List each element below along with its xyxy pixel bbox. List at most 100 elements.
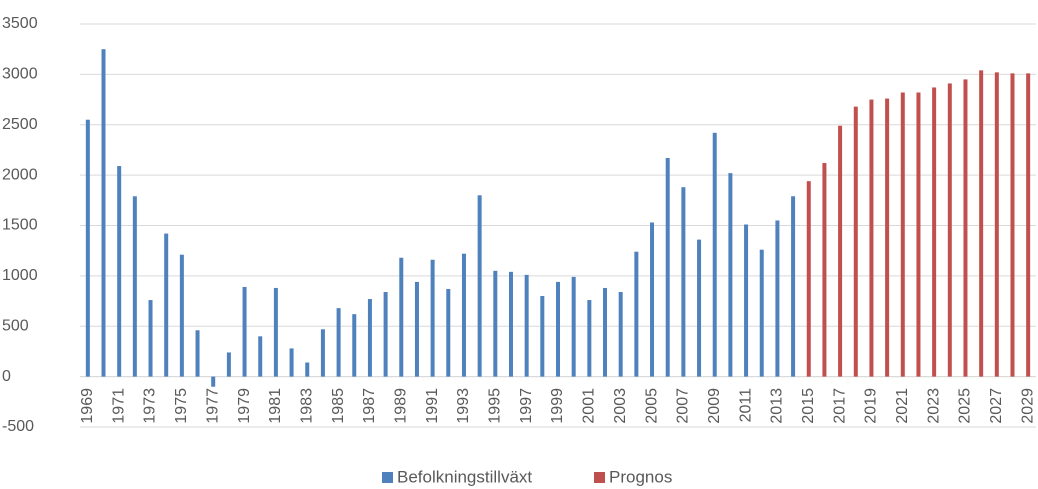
bar bbox=[179, 254, 184, 377]
x-tick-label: 2013 bbox=[769, 388, 786, 424]
x-tick-label: 1989 bbox=[392, 388, 409, 424]
x-tick-label: 1971 bbox=[110, 388, 127, 424]
x-tick-label: 2015 bbox=[800, 388, 817, 424]
bar bbox=[853, 106, 858, 377]
bar bbox=[947, 83, 952, 377]
bar bbox=[320, 329, 325, 377]
bar bbox=[148, 300, 153, 377]
bar bbox=[916, 92, 921, 377]
bar bbox=[195, 330, 200, 377]
bar bbox=[477, 195, 482, 377]
bar bbox=[603, 287, 608, 377]
bar bbox=[446, 288, 451, 377]
x-tick-label: 2027 bbox=[988, 388, 1005, 424]
x-tick-label: 1997 bbox=[518, 388, 535, 424]
bar bbox=[979, 70, 984, 377]
x-tick-label: 1999 bbox=[549, 388, 566, 424]
bar bbox=[571, 276, 576, 377]
legend-swatch bbox=[594, 472, 605, 483]
bar bbox=[634, 251, 639, 377]
x-tick-label: 1977 bbox=[204, 388, 221, 424]
bar bbox=[461, 253, 466, 377]
bar bbox=[885, 98, 890, 377]
y-tick-label: 3500 bbox=[2, 15, 38, 32]
bar bbox=[744, 224, 749, 377]
x-tick-label: 2021 bbox=[894, 388, 911, 424]
x-tick-label: 2029 bbox=[1019, 388, 1036, 424]
bar bbox=[650, 222, 655, 377]
legend-swatch bbox=[382, 472, 393, 483]
x-tick-label: 2009 bbox=[706, 388, 723, 424]
x-tick-label: 2003 bbox=[612, 388, 629, 424]
x-tick-label: 1973 bbox=[142, 388, 159, 424]
bar bbox=[117, 166, 122, 377]
x-tick-label: 2005 bbox=[643, 388, 660, 424]
bar bbox=[900, 92, 905, 377]
bar bbox=[869, 99, 874, 377]
x-tick-label: 1979 bbox=[236, 388, 253, 424]
bar bbox=[1010, 73, 1015, 377]
y-tick-label: 2000 bbox=[2, 166, 38, 183]
bar bbox=[963, 79, 968, 377]
y-tick-label: 500 bbox=[2, 317, 29, 334]
bar bbox=[697, 239, 702, 377]
bar bbox=[85, 119, 90, 377]
bar bbox=[336, 308, 341, 377]
bar bbox=[681, 187, 686, 377]
bar bbox=[211, 376, 216, 387]
bar bbox=[305, 362, 310, 377]
x-tick-label: 2019 bbox=[863, 388, 880, 424]
y-tick-label: -500 bbox=[2, 418, 34, 435]
bar bbox=[258, 336, 263, 377]
bar bbox=[791, 196, 796, 377]
bar bbox=[822, 163, 827, 377]
x-tick-label: 1991 bbox=[424, 388, 441, 424]
bar bbox=[430, 259, 435, 377]
bar bbox=[493, 270, 498, 377]
x-tick-label: 1983 bbox=[298, 388, 315, 424]
bar bbox=[383, 291, 388, 377]
x-tick-label: 1993 bbox=[455, 388, 472, 424]
bar bbox=[806, 181, 811, 377]
bar bbox=[556, 281, 560, 377]
x-tick-label: 1987 bbox=[361, 388, 378, 424]
bar bbox=[101, 49, 106, 377]
x-tick-label: 2011 bbox=[737, 388, 754, 423]
bar bbox=[273, 287, 278, 377]
x-tick-label: 1995 bbox=[487, 388, 504, 424]
bar bbox=[618, 291, 623, 377]
x-tick-label: 1969 bbox=[79, 388, 96, 424]
bar bbox=[775, 220, 780, 377]
bar bbox=[994, 72, 999, 377]
y-tick-label: 1500 bbox=[2, 217, 38, 234]
x-tick-label: 2023 bbox=[925, 388, 942, 424]
bar bbox=[838, 125, 843, 377]
legend-label: Prognos bbox=[609, 467, 672, 486]
x-tick-label: 1975 bbox=[173, 388, 190, 424]
bar bbox=[414, 281, 419, 377]
bar bbox=[242, 286, 247, 377]
x-tick-label: 2025 bbox=[957, 388, 974, 424]
bar bbox=[712, 132, 717, 377]
y-tick-label: 0 bbox=[2, 368, 11, 385]
y-tick-label: 3000 bbox=[2, 66, 38, 83]
bar bbox=[399, 257, 404, 377]
bar bbox=[508, 271, 513, 377]
x-tick-label: 2007 bbox=[675, 388, 692, 424]
bar bbox=[226, 352, 231, 377]
x-tick-label: 2017 bbox=[831, 388, 848, 424]
bar bbox=[665, 157, 670, 377]
bar bbox=[367, 299, 372, 377]
bar bbox=[289, 348, 294, 377]
bar bbox=[524, 274, 529, 377]
bar bbox=[1026, 73, 1031, 377]
bar bbox=[132, 196, 137, 377]
bar bbox=[540, 296, 545, 377]
bar bbox=[164, 233, 169, 377]
y-tick-label: 1000 bbox=[2, 267, 38, 284]
x-tick-label: 1985 bbox=[330, 388, 347, 424]
bar bbox=[759, 249, 764, 377]
x-tick-label: 2001 bbox=[581, 388, 598, 424]
bar bbox=[587, 300, 592, 377]
